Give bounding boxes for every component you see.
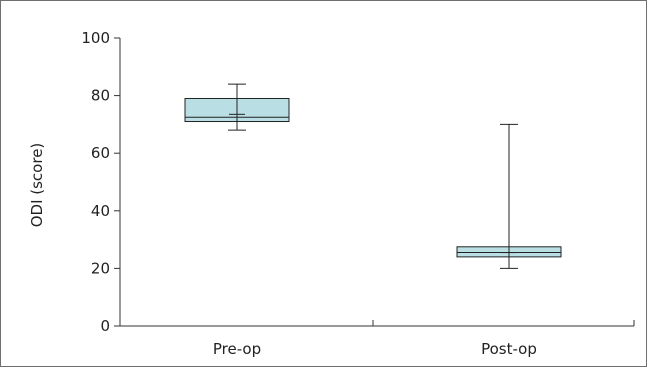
x-tick-label: Post-op [481,340,537,358]
y-tick-label: 0 [100,317,110,335]
y-tick-label: 60 [91,144,110,162]
x-tick-label: Pre-op [213,340,261,358]
y-tick-label: 40 [91,202,110,220]
y-axis-title: ODI (score) [28,143,46,228]
y-tick-label: 100 [81,29,110,47]
y-tick-label: 80 [91,87,110,105]
y-tick-label: 20 [91,259,110,277]
